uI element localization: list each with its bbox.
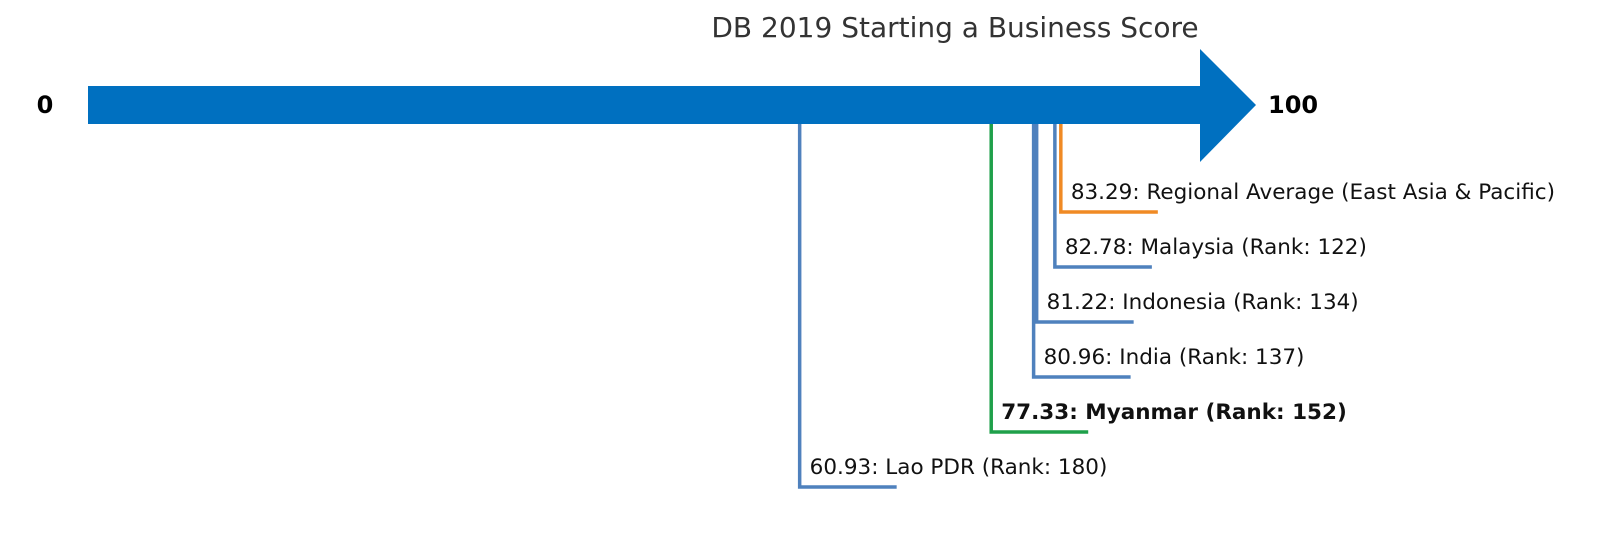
axis-min-label: 0 — [37, 91, 54, 119]
scale-arrow-head — [1200, 49, 1256, 162]
marker-label: 82.78: Malaysia (Rank: 122) — [1065, 235, 1367, 260]
marker-label: 80.96: India (Rank: 137) — [1044, 345, 1305, 370]
chart-title: DB 2019 Starting a Business Score — [711, 11, 1198, 44]
marker-group: 83.29: Regional Average (East Asia & Pac… — [797, 124, 1555, 489]
marker-label: 60.93: Lao PDR (Rank: 180) — [810, 455, 1108, 480]
marker-leader-line — [1053, 124, 1152, 269]
marker-leader-line — [1034, 124, 1134, 324]
marker-leader-line — [989, 124, 1089, 434]
marker-label: 83.29: Regional Average (East Asia & Pac… — [1071, 180, 1555, 205]
scale-arrow-shaft — [88, 86, 1201, 124]
axis-max-label: 100 — [1268, 91, 1318, 119]
marker-label: 81.22: Indonesia (Rank: 134) — [1047, 290, 1359, 315]
marker-leader-line — [1059, 124, 1158, 214]
marker-leader-line — [797, 124, 897, 489]
marker-leader-line — [1031, 124, 1131, 379]
marker-label: 77.33: Myanmar (Rank: 152) — [1001, 400, 1347, 425]
